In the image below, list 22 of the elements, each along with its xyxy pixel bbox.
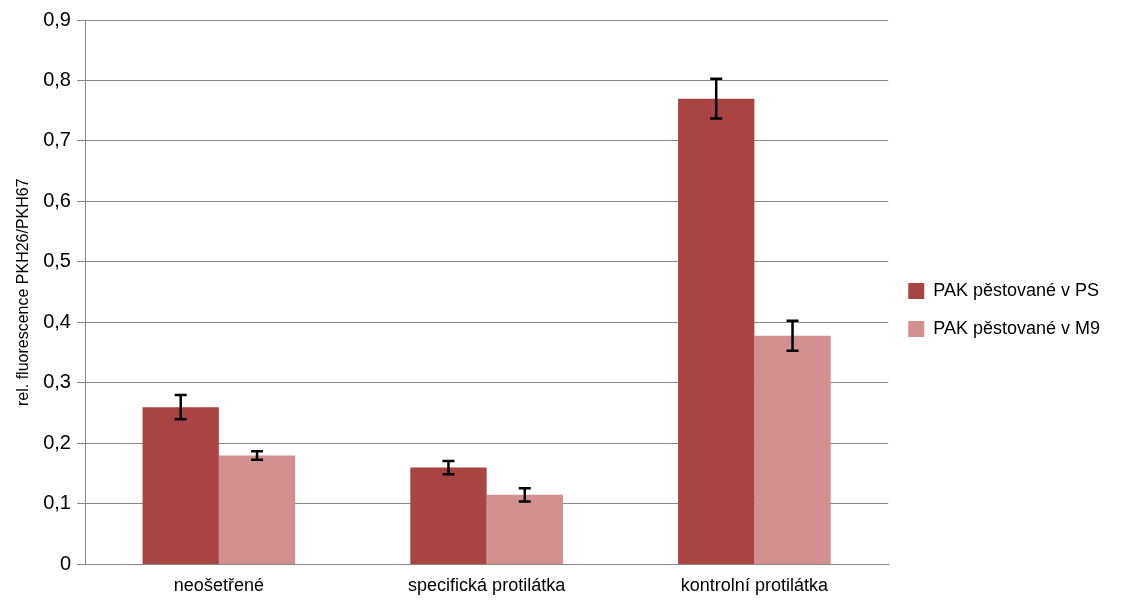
y-axis-title: rel. fluorescence PKH26/PKH67	[14, 178, 32, 407]
x-tick-label: neošetřené	[173, 575, 264, 596]
bar	[678, 98, 755, 564]
bar	[754, 335, 831, 564]
y-tick-label: 0	[59, 551, 71, 574]
bar	[486, 494, 563, 564]
legend-label: PAK pěstované v M9	[933, 317, 1101, 338]
y-tick-label: 0,5	[43, 249, 71, 272]
y-tick-label: 0,1	[43, 491, 71, 514]
y-tick-label: 0,9	[43, 7, 71, 30]
legend-label: PAK pěstované v PS	[933, 279, 1100, 300]
y-tick-label: 0,6	[43, 188, 71, 211]
x-tick-label: specifická protilátka	[408, 575, 567, 596]
y-tick-label: 0,2	[43, 430, 71, 453]
y-tick-label: 0,7	[43, 128, 71, 151]
bar	[142, 407, 219, 564]
y-tick-label: 0,3	[43, 370, 71, 393]
bar	[410, 467, 487, 564]
bar	[218, 455, 296, 564]
x-tick-label: kontrolní protilátka	[680, 575, 829, 596]
y-tick-label: 0,4	[43, 309, 71, 332]
y-tick-label: 0,8	[43, 68, 71, 90]
